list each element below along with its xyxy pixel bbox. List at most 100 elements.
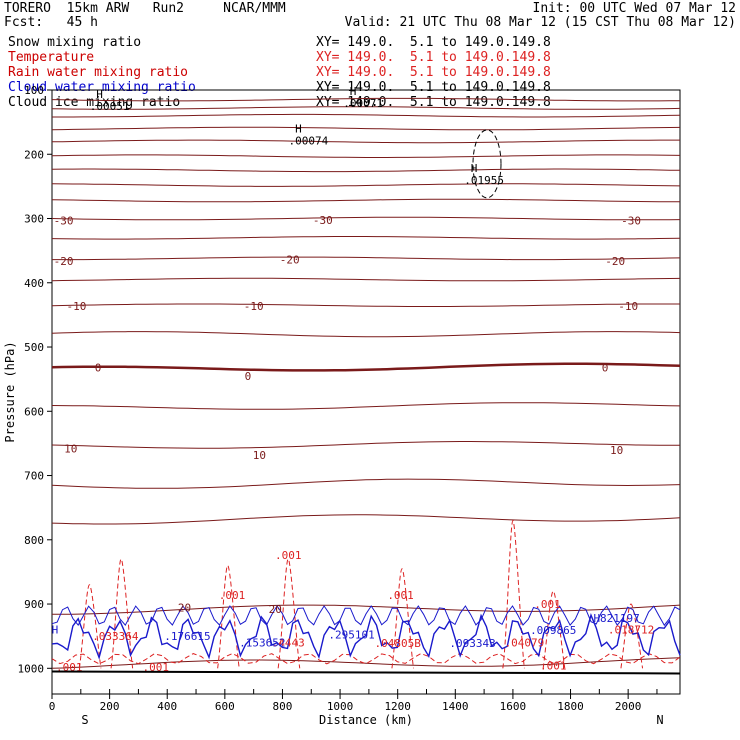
temperature-label: -30 (54, 214, 74, 227)
cloud-water-contour (51, 613, 681, 660)
temperature-contour (51, 236, 681, 240)
cloud-water-label: .009865 (530, 624, 576, 637)
temperature-contour (51, 362, 681, 372)
run-name: TORERO 15km ARW Run2 NCAR/MMM (4, 1, 286, 16)
temperature-label: -30 (621, 214, 641, 227)
axes: 0 200 400 600 800 1000 1200 1400 1600 1800 2000100… (18, 84, 681, 713)
temperature-contour (52, 604, 681, 615)
contour-labels: -30 -30 -30 -20 -20 -20 -10 -10 -10 0 0 0 10 10 10 20 20… (52, 85, 655, 674)
temperature-contour (52, 256, 681, 261)
temperature-label: 10 (64, 443, 77, 456)
init-time: Init: 00 UTC Wed 07 Mar 12 (532, 1, 737, 16)
legend-label-rain: Rain water mixing ratio (8, 65, 189, 80)
rain-contour (277, 558, 301, 669)
cloud-water-contours (51, 605, 681, 660)
legend-label-cloud-water: Cloud water mixing ratio (8, 80, 196, 95)
rain-label: .018712 (608, 624, 654, 637)
temperature-label: 20 (269, 603, 282, 616)
snow-max-marker: H (471, 162, 478, 175)
y-tick-label: 300 (24, 213, 44, 226)
x-tick-label: 1600 (500, 700, 527, 713)
plot-frame (51, 89, 681, 695)
temperature-label: 20 (178, 601, 191, 614)
temperature-contour (51, 97, 681, 102)
temperature-label: 0 (602, 362, 609, 375)
x-tick-label: 1400 (442, 700, 469, 713)
x-tick-label: 200 (100, 700, 120, 713)
cloud-water-label: .176615 (164, 630, 210, 643)
x-tick-label: 1800 (557, 700, 584, 713)
valid-time: Valid: 21 UTC Thu 08 Mar 12 (15 CST Thu … (344, 15, 736, 30)
rain-contours (51, 520, 681, 669)
cloud-water-contour (51, 605, 681, 627)
snow-max-label: .01955 (464, 174, 504, 187)
rain-label: .4443 (272, 636, 305, 649)
temperature-label: 10 (253, 449, 266, 462)
cloud-water-label: .153652 (239, 636, 285, 649)
temperature-contour (51, 198, 681, 203)
snow-max-marker: H (350, 85, 357, 98)
y-tick-label: 1000 (18, 662, 45, 675)
temperature-label: -20 (605, 255, 625, 268)
rain-contour (502, 520, 525, 669)
temperature-label: -10 (67, 300, 87, 313)
y-tick-label: 600 (24, 405, 44, 418)
temperature-contour (51, 154, 681, 158)
legend-xy-cloud-water: XY= 149.0. 5.1 to 149.0.149.8 (316, 80, 551, 95)
cloud-water-label: .295101 (328, 629, 374, 642)
temperature-contour (51, 331, 681, 338)
temperature-label: -30 (313, 214, 333, 227)
x-tick-label: 400 (157, 700, 177, 713)
ground-line (51, 670, 681, 675)
x-axis-label: Distance (km) (319, 713, 413, 727)
y-tick-label: 400 (24, 277, 44, 290)
temperature-label: -20 (280, 254, 300, 267)
south-label: S (81, 713, 88, 727)
temperature-contour (51, 441, 680, 449)
x-tick-label: 600 (215, 700, 235, 713)
temperature-contour (51, 106, 681, 110)
temperature-contour (51, 478, 681, 489)
y-tick-label: 100 (24, 84, 44, 97)
rain-contour (110, 558, 134, 669)
snow-max-marker: H (96, 88, 103, 101)
rain-contour (391, 568, 415, 669)
temperature-contour (51, 277, 681, 282)
cloud-water-label: .093343 (449, 637, 495, 650)
temperature-contour (51, 216, 681, 221)
x-tick-label: 1000 (327, 700, 354, 713)
temperature-label: -10 (244, 300, 264, 313)
y-tick-label: 700 (24, 470, 44, 483)
rain-contour (542, 590, 566, 669)
forecast-hour: Fcst: 45 h (4, 15, 98, 30)
y-axis-label: Pressure (hPa) (3, 341, 17, 442)
temperature-label: 0 (245, 370, 252, 383)
temperature-label: -10 (618, 300, 638, 313)
x-tick-label: 800 (273, 700, 293, 713)
cloud-water-label: H821197 (593, 612, 639, 625)
x-tick-label: 1200 (384, 700, 411, 713)
temperature-label: 0 (95, 362, 102, 375)
legend-xy-temperature: XY= 149.0. 5.1 to 149.0.149.8 (316, 50, 551, 65)
legend-xy-snow: XY= 149.0. 5.1 to 149.0.149.8 (316, 35, 551, 50)
temperature-contour (51, 168, 681, 173)
temperature-label: -20 (54, 255, 74, 268)
legend-label-snow: Snow mixing ratio (8, 35, 142, 50)
temperature-contours (51, 97, 681, 669)
temperature-contour (51, 657, 681, 669)
rain-label: .04805B (375, 637, 422, 650)
temperature-contour (51, 402, 681, 410)
north-label: N (656, 713, 663, 727)
y-tick-label: 800 (24, 534, 44, 547)
rain-label: .001 (275, 549, 302, 562)
y-tick-label: 200 (24, 148, 44, 161)
rain-contour (78, 584, 102, 669)
rain-label: .001 (142, 661, 169, 674)
temperature-label: 10 (610, 444, 623, 457)
rain-label: .033364 (92, 630, 139, 643)
rain-contour (217, 564, 240, 669)
snow-contours (472, 129, 502, 199)
snow-max-label: .00051 (90, 100, 130, 113)
x-tick-label: 0 (49, 700, 56, 713)
